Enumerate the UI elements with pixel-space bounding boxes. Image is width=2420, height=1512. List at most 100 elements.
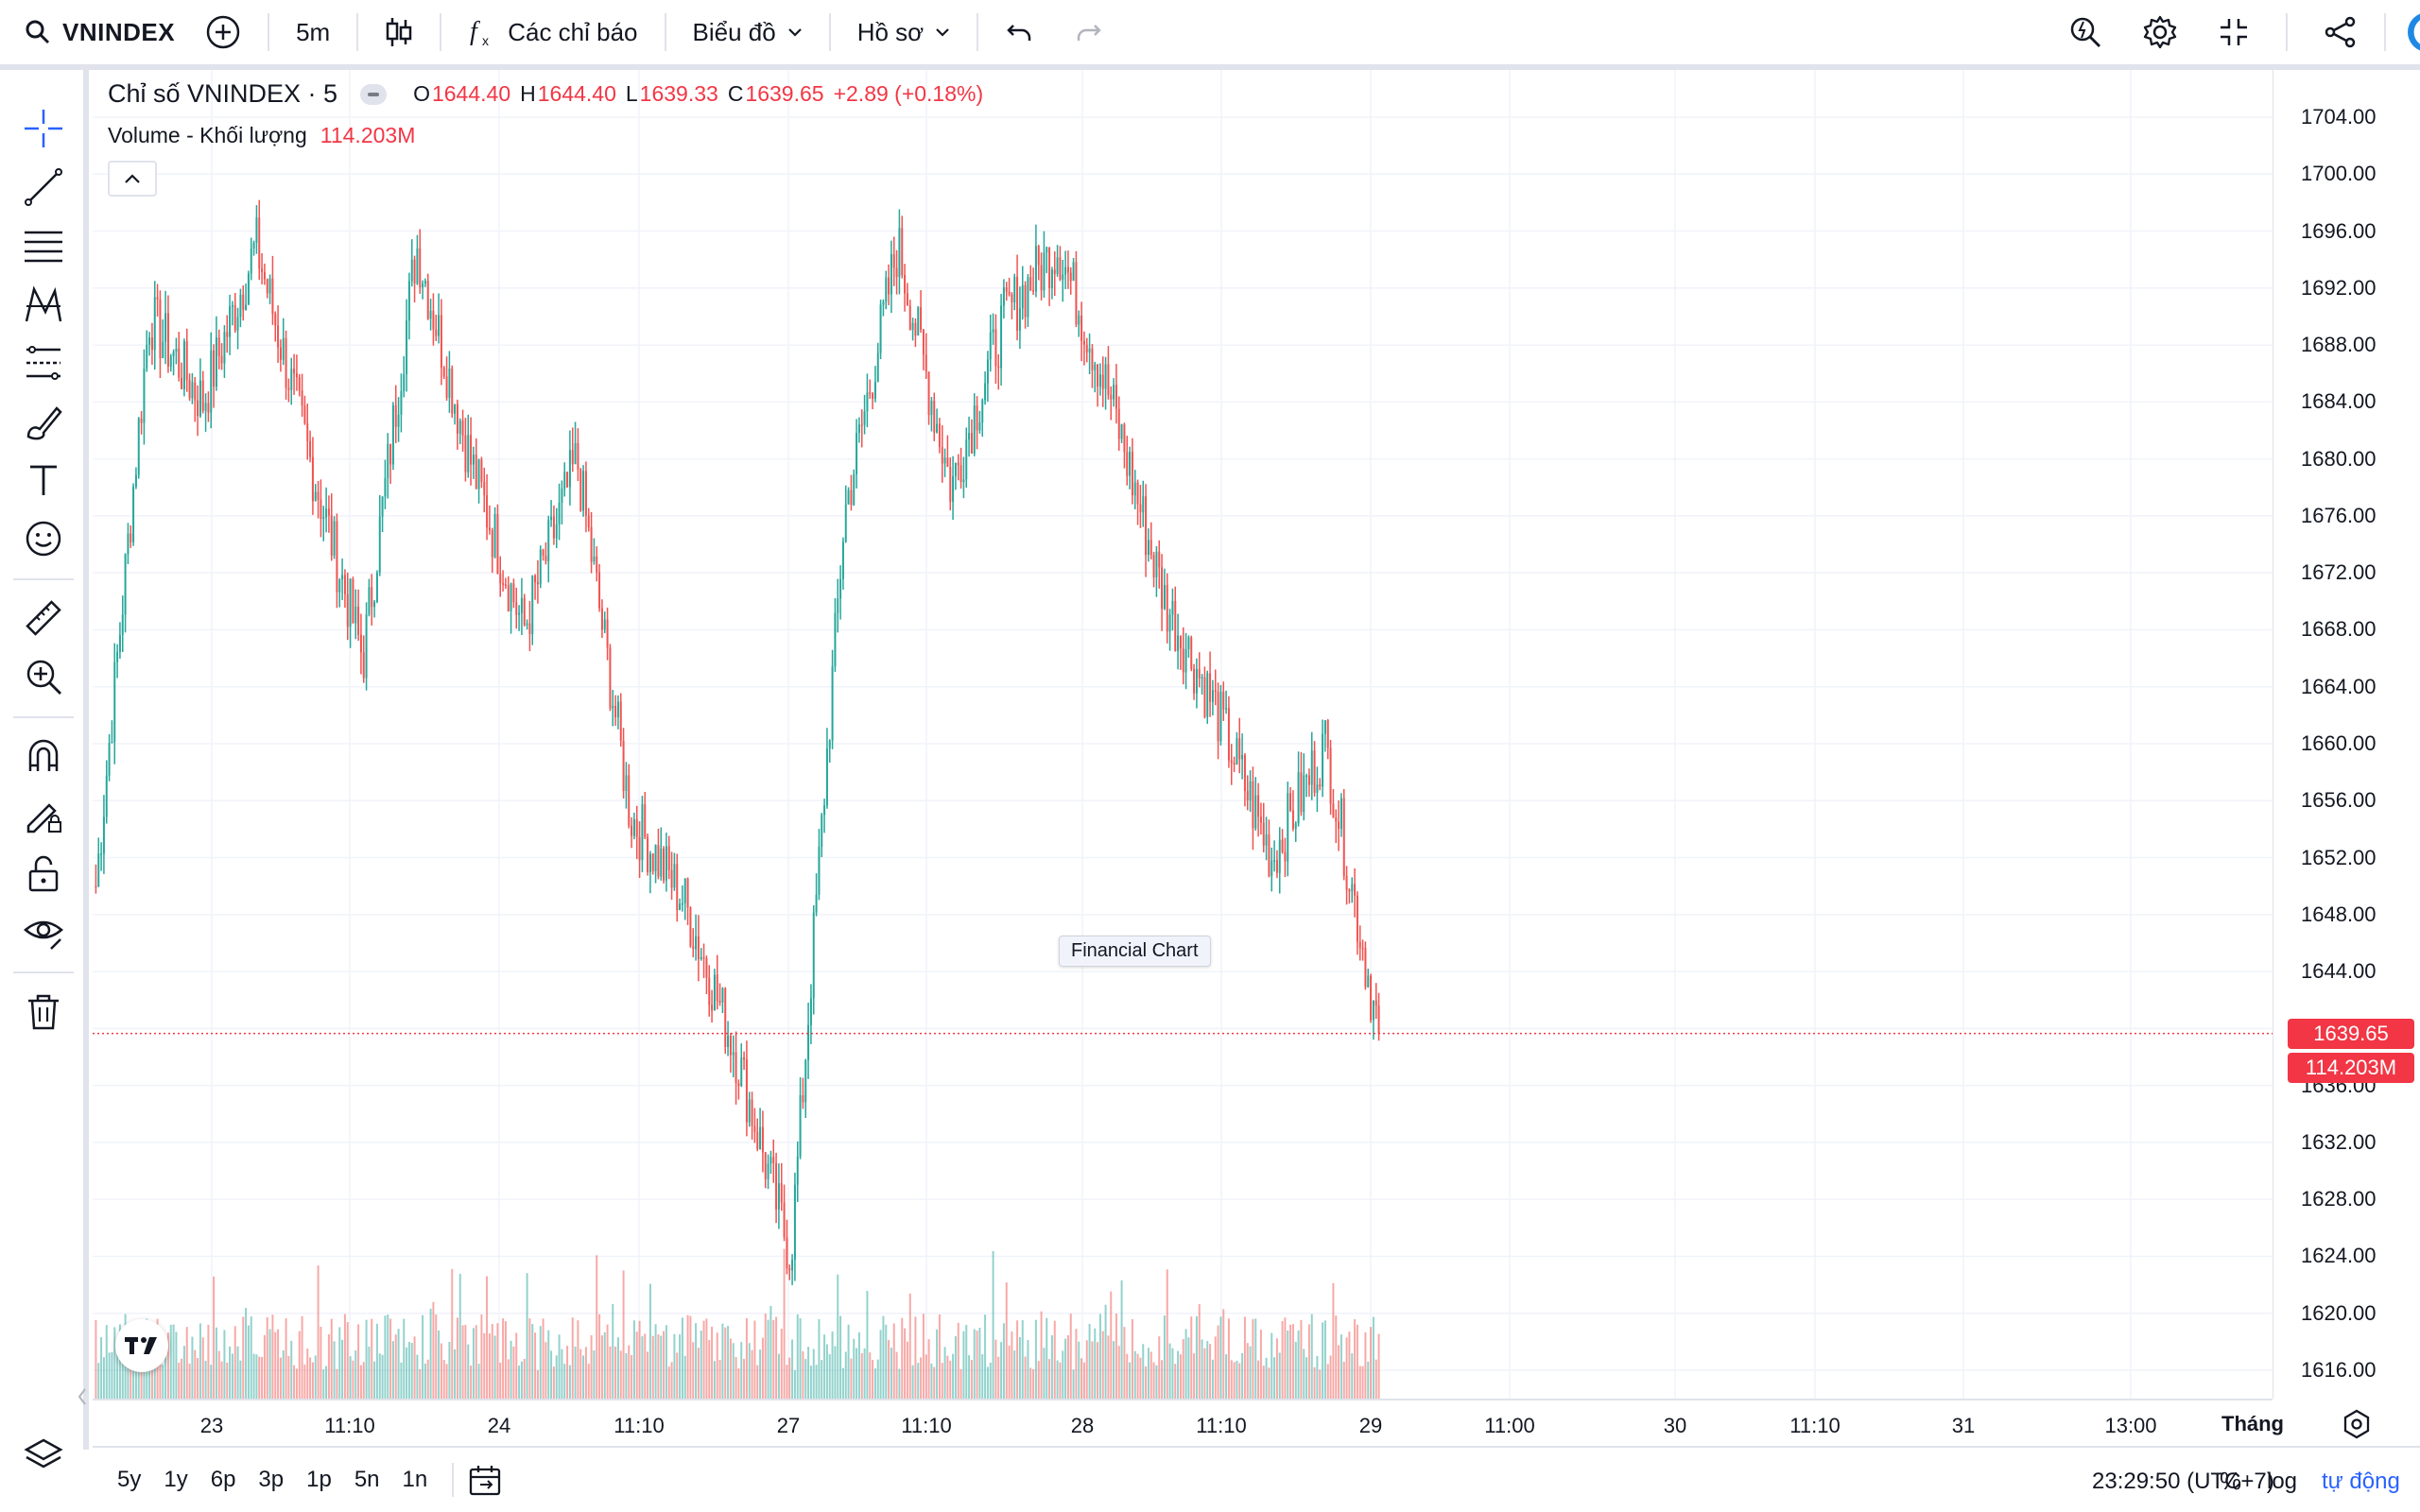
range-button-5n[interactable]: 5n <box>354 1467 380 1492</box>
time-label: 11:10 <box>1196 1414 1247 1437</box>
price-chart[interactable] <box>93 70 2273 1399</box>
volume-bar <box>215 1327 217 1399</box>
volume-bar <box>839 1315 842 1399</box>
range-button-6p[interactable]: 6p <box>210 1467 236 1492</box>
trend-line-icon <box>25 168 62 206</box>
candle-body <box>1335 817 1338 822</box>
candle-body <box>821 815 823 847</box>
remove-drawings-tool[interactable] <box>21 988 66 1034</box>
symbol-search-button[interactable]: VNINDEX <box>13 6 186 59</box>
volume-name[interactable]: Volume - Khối lượng <box>108 123 307 147</box>
volume-bar <box>906 1341 908 1399</box>
candle-body <box>593 556 596 562</box>
candle-body <box>1133 482 1136 496</box>
fib-tool[interactable] <box>21 223 66 268</box>
chart-menu-button[interactable]: Biểu đồ <box>682 6 814 59</box>
zoom-tool[interactable] <box>21 654 66 699</box>
volume-bar <box>1291 1324 1294 1399</box>
lock-drawing-tool[interactable] <box>21 792 66 837</box>
lock-all-tool[interactable] <box>21 850 66 896</box>
candle-body <box>153 297 156 351</box>
redo-button[interactable] <box>1063 6 1115 59</box>
candle-body <box>239 294 242 318</box>
clock-timezone[interactable]: 23:29:50 (UTC+7) <box>2092 1469 2274 1494</box>
object-tree-button[interactable] <box>21 1433 66 1478</box>
volume-bar <box>528 1318 531 1399</box>
candle-body <box>713 974 716 1011</box>
candle-body <box>470 435 473 465</box>
volume-bar <box>231 1353 233 1399</box>
timeframe-label[interactable]: Tháng <box>2221 1412 2284 1435</box>
tradingview-logo[interactable] <box>115 1319 168 1372</box>
go-to-date-icon[interactable] <box>467 1462 503 1498</box>
volume-bar <box>1088 1323 1091 1399</box>
candle-body <box>1281 839 1284 852</box>
volume-bar <box>100 1337 103 1399</box>
candle-body <box>197 400 199 417</box>
legend-collapse-button[interactable] <box>108 161 157 197</box>
quick-search-button[interactable] <box>2057 6 2114 59</box>
log-scale-toggle[interactable]: log <box>2267 1469 2298 1494</box>
crosshair-tool[interactable] <box>21 106 66 151</box>
fullscreen-exit-button[interactable] <box>2206 6 2261 59</box>
range-button-1n[interactable]: 1n <box>402 1467 428 1492</box>
range-button-3p[interactable]: 3p <box>258 1467 285 1492</box>
trend-line-tool[interactable] <box>21 164 66 210</box>
axis-settings-icon[interactable] <box>2341 1408 2373 1440</box>
pattern-tool[interactable] <box>21 282 66 327</box>
range-button-1y[interactable]: 1y <box>164 1467 188 1492</box>
candle-body <box>853 473 856 506</box>
candle-body <box>1326 720 1329 748</box>
candle-body <box>1043 252 1046 291</box>
compare-add-button[interactable] <box>194 6 252 59</box>
measure-tool[interactable] <box>21 595 66 641</box>
range-button-1p[interactable]: 1p <box>306 1467 332 1492</box>
hide-drawings-tool[interactable] <box>21 909 66 954</box>
share-button[interactable] <box>2312 6 2369 59</box>
volume-bar <box>914 1316 917 1399</box>
emoji-tool[interactable] <box>21 516 66 561</box>
volume-bar <box>1307 1324 1310 1399</box>
scroll-left-icon[interactable] <box>78 1385 87 1408</box>
brand-logo[interactable] <box>2407 11 2420 53</box>
candle-body <box>531 576 534 635</box>
candle-body <box>857 424 860 434</box>
candle-body <box>695 936 698 950</box>
price-scale[interactable] <box>2273 70 2420 1399</box>
volume-bar <box>571 1317 574 1399</box>
volume-bar <box>957 1322 959 1399</box>
volume-bar <box>612 1303 614 1399</box>
text-tool[interactable] <box>21 457 66 503</box>
candle-body <box>1072 262 1075 282</box>
candle-body <box>788 1268 791 1271</box>
chart-style-button[interactable] <box>373 6 424 59</box>
interval-button[interactable]: 5m <box>285 6 341 59</box>
percent-scale-toggle[interactable]: % <box>2220 1467 2242 1495</box>
volume-bar <box>1201 1339 1203 1399</box>
low-value: 1639.33 <box>639 81 718 106</box>
undo-button[interactable] <box>994 6 1045 59</box>
candle-body <box>325 508 328 518</box>
volume-bar <box>1367 1361 1370 1399</box>
settings-button[interactable] <box>2131 6 2189 59</box>
symbol-title[interactable]: Chỉ số VNINDEX · 5 <box>108 79 338 108</box>
magnet-tool[interactable] <box>21 733 66 779</box>
volume-bar <box>793 1369 796 1399</box>
auto-scale-toggle[interactable]: tự động <box>2322 1469 2400 1494</box>
market-status-icon[interactable] <box>360 83 388 105</box>
candle-body <box>609 647 612 709</box>
brush-tool[interactable] <box>21 399 66 444</box>
candle-body <box>759 1126 762 1149</box>
volume-bar <box>866 1291 869 1399</box>
candle-body <box>683 878 686 903</box>
volume-bar <box>287 1356 290 1399</box>
profile-menu-button[interactable]: Hồ sơ <box>846 6 962 59</box>
range-button-5y[interactable]: 5y <box>117 1467 142 1492</box>
volume-bar <box>735 1356 737 1399</box>
volume-bar <box>164 1355 167 1399</box>
volume-bar <box>261 1356 264 1399</box>
volume-bar <box>976 1331 978 1399</box>
projection-tool[interactable] <box>21 340 66 386</box>
time-axis[interactable]: 23 11:10 24 11:10 27 11:10 28 11:10 29 11:00 30 11:… <box>93 1399 2273 1446</box>
